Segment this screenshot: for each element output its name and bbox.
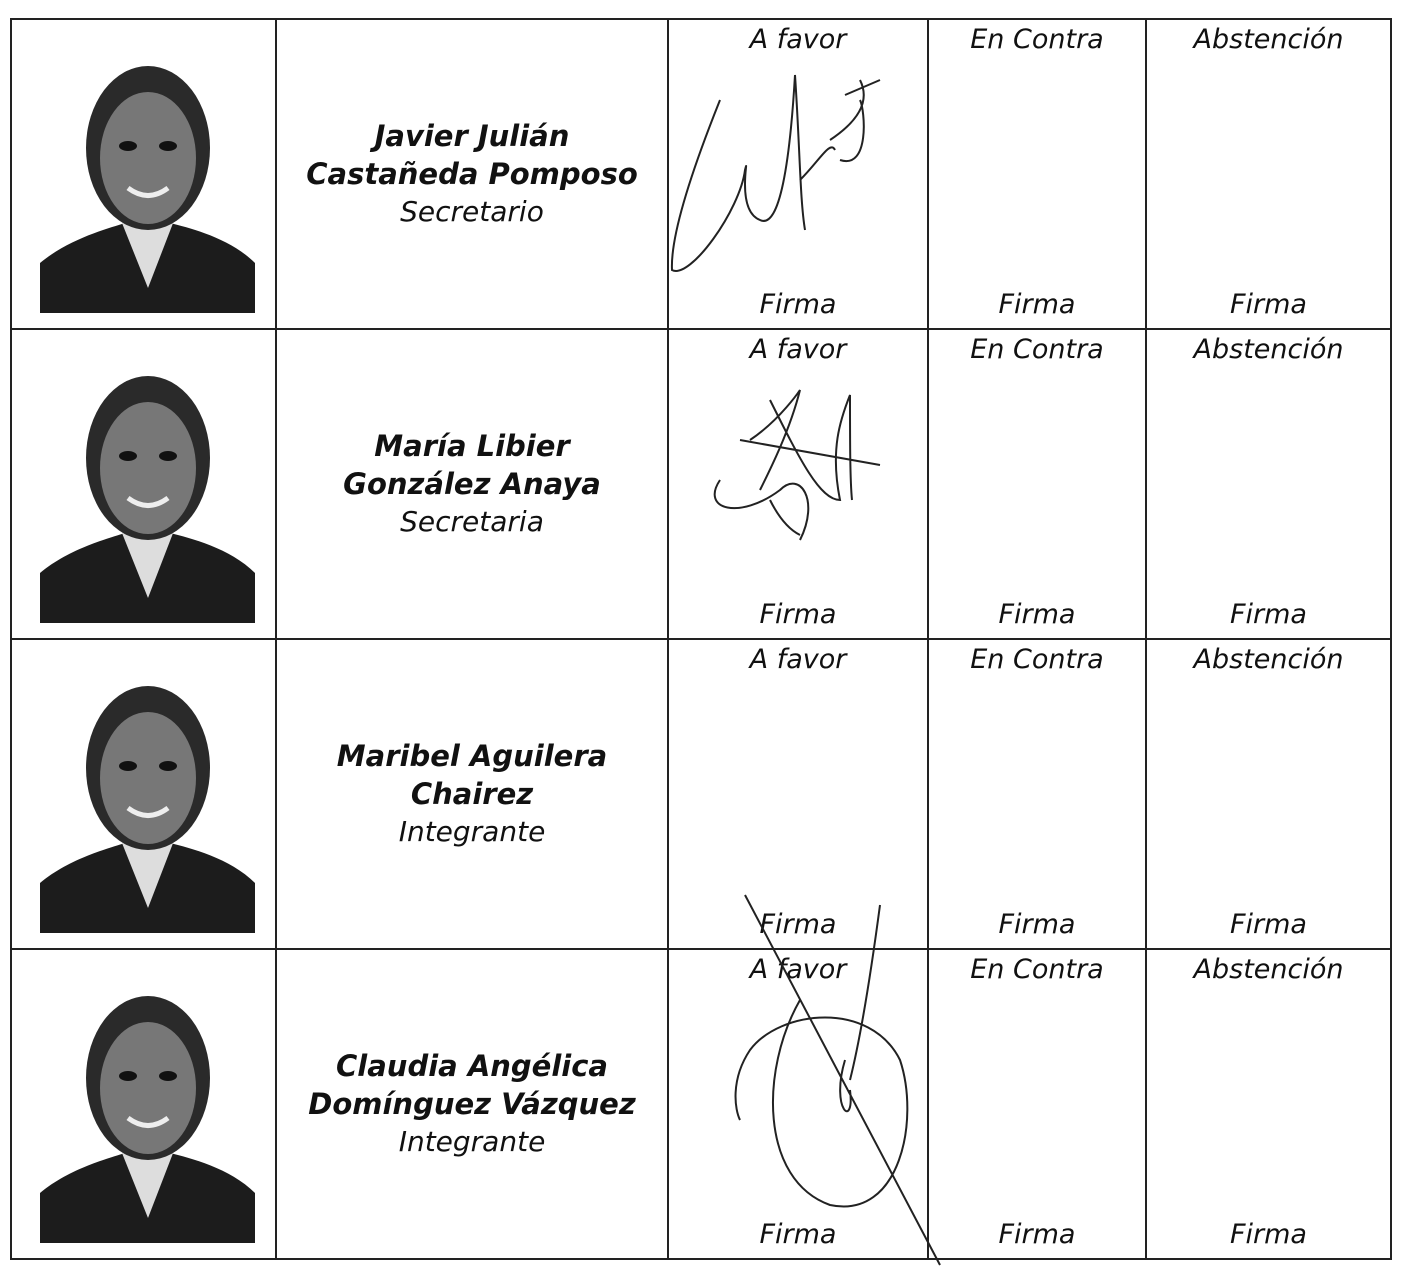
vote-label: Abstención: [1193, 334, 1344, 365]
photo-cell: [12, 330, 277, 640]
member-name: Maribel Aguilera: [336, 739, 608, 773]
vote-cell: A favor Firma: [669, 20, 929, 330]
signature-label: Firma: [998, 909, 1076, 940]
vote-label: En Contra: [970, 334, 1104, 365]
vote-cell: A favor Firma: [669, 640, 929, 950]
signature-label: Firma: [759, 1219, 837, 1250]
portrait: [40, 38, 255, 313]
member-role: Secretario: [400, 195, 544, 228]
member-role: Integrante: [398, 1125, 546, 1158]
vote-label: A favor: [749, 644, 847, 675]
vote-label: En Contra: [970, 954, 1104, 985]
vote-cell: Abstención Firma: [1147, 640, 1392, 950]
photo-cell: [12, 20, 277, 330]
member-name: María Libier: [374, 429, 570, 463]
signature-label: Firma: [1230, 289, 1307, 320]
signature-label: Firma: [759, 289, 837, 320]
name-cell: Claudia Angélica Domínguez Vázquez Integra…: [277, 950, 669, 1260]
vote-cell: En Contra Firma: [929, 20, 1147, 330]
signature-label: Firma: [998, 1219, 1076, 1250]
signature-label: Firma: [1230, 1219, 1307, 1250]
member-role: Secretaria: [400, 505, 544, 538]
vote-cell: Abstención Firma: [1147, 950, 1392, 1260]
photo-cell: [12, 950, 277, 1260]
member-name: Domínguez Vázquez: [308, 1087, 636, 1121]
name-cell: María Libier González Anaya Secretaria: [277, 330, 669, 640]
signature-label: Firma: [998, 289, 1076, 320]
member-name: Castañeda Pomposo: [306, 157, 638, 191]
signature-label: Firma: [759, 599, 837, 630]
vote-table: Javier Julián Castañeda Pomposo Secretario…: [10, 18, 1392, 1260]
signature-label: Firma: [1230, 599, 1307, 630]
signature-label: Firma: [1230, 909, 1307, 940]
photo-cell: [12, 640, 277, 950]
vote-label: A favor: [749, 334, 847, 365]
vote-cell: Abstención Firma: [1147, 330, 1392, 640]
member-role: Integrante: [398, 815, 546, 848]
member-name: Javier Julián: [374, 119, 570, 153]
member-name: González Anaya: [343, 467, 601, 501]
vote-cell: A favor Firma: [669, 950, 929, 1260]
name-cell: Maribel Aguilera Chairez Integrante: [277, 640, 669, 950]
vote-cell: En Contra Firma: [929, 950, 1147, 1260]
portrait: [40, 658, 255, 933]
vote-label: A favor: [749, 954, 847, 985]
member-name: Chairez: [410, 777, 534, 811]
vote-cell: En Contra Firma: [929, 640, 1147, 950]
vote-cell: A favor Firma: [669, 330, 929, 640]
vote-label: Abstención: [1193, 954, 1344, 985]
vote-label: Abstención: [1193, 644, 1344, 675]
vote-label: En Contra: [970, 644, 1104, 675]
vote-label: En Contra: [970, 24, 1104, 55]
member-name: Claudia Angélica: [336, 1049, 608, 1083]
vote-cell: Abstención Firma: [1147, 20, 1392, 330]
signature-label: Firma: [998, 599, 1076, 630]
portrait: [40, 348, 255, 623]
portrait: [40, 968, 255, 1243]
vote-label: A favor: [749, 24, 847, 55]
name-cell: Javier Julián Castañeda Pomposo Secretario: [277, 20, 669, 330]
vote-cell: En Contra Firma: [929, 330, 1147, 640]
vote-label: Abstención: [1193, 24, 1344, 55]
signature-label: Firma: [759, 909, 837, 940]
